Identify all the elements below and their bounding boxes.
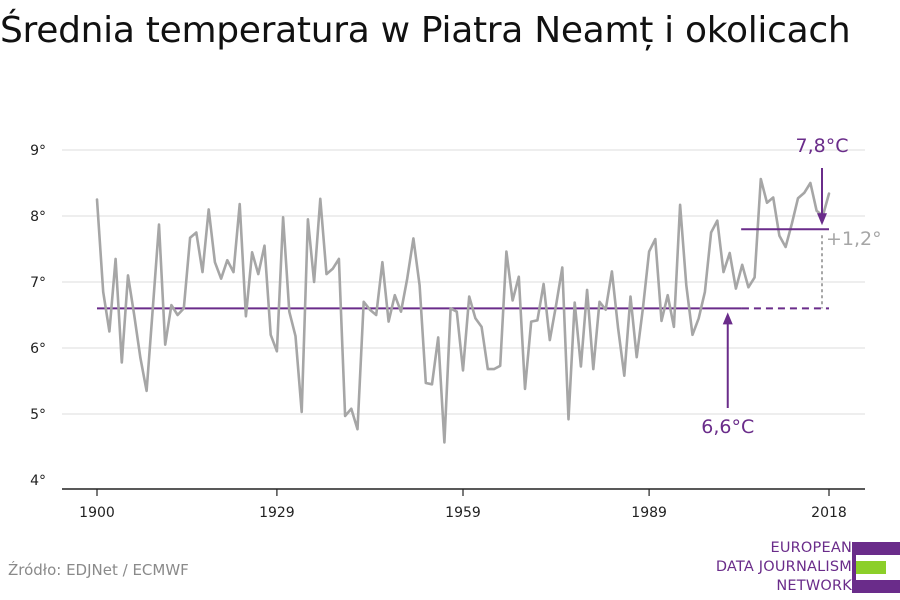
edjnet-logo: EUROPEAN DATA JOURNALISM NETWORK	[708, 538, 900, 600]
logo-line-data-journalism: DATA JOURNALISM	[715, 559, 852, 575]
recent-arrow-icon	[817, 213, 827, 226]
y-axis-labels: 4° 5° 6° 7° 8° 9°	[30, 143, 46, 489]
logo-line-european: EUROPEAN	[770, 540, 852, 556]
logo-line-network: NETWORK	[776, 578, 852, 594]
baseline-arrow-icon	[722, 312, 733, 325]
x-axis-labels: 1900 1929 1959 1989 2018	[79, 505, 847, 521]
y-tick-label: 6°	[30, 341, 46, 357]
y-tick-label: 4°	[30, 473, 46, 489]
x-tick-label: 1959	[445, 505, 481, 521]
x-tick-label: 2018	[811, 505, 847, 521]
logo-bar-vertical	[852, 542, 856, 593]
logo-bar-green	[856, 561, 886, 574]
x-tick-label: 1900	[79, 505, 115, 521]
y-tick-label: 9°	[30, 143, 46, 159]
logo-bar-purple-top	[856, 542, 900, 555]
y-tick-label: 8°	[30, 209, 46, 225]
temperature-series-line	[95, 177, 831, 444]
x-tick-label: 1989	[631, 505, 667, 521]
y-tick-label: 5°	[30, 407, 46, 423]
chart-title: Średnia temperatura w Piatra Neamț i oko…	[0, 10, 851, 51]
x-tick-label: 1929	[259, 505, 295, 521]
difference-label: +1,2°	[826, 228, 882, 250]
gridlines	[62, 149, 865, 415]
recent-label: 7,8°C	[796, 135, 849, 157]
y-tick-label: 7°	[30, 275, 46, 291]
source-note: Źródło: EDJNet / ECMWF	[8, 561, 189, 579]
logo-bar-purple-bottom	[856, 580, 900, 593]
x-axis-ticks	[96, 489, 830, 496]
baseline-label: 6,6°C	[701, 416, 754, 438]
